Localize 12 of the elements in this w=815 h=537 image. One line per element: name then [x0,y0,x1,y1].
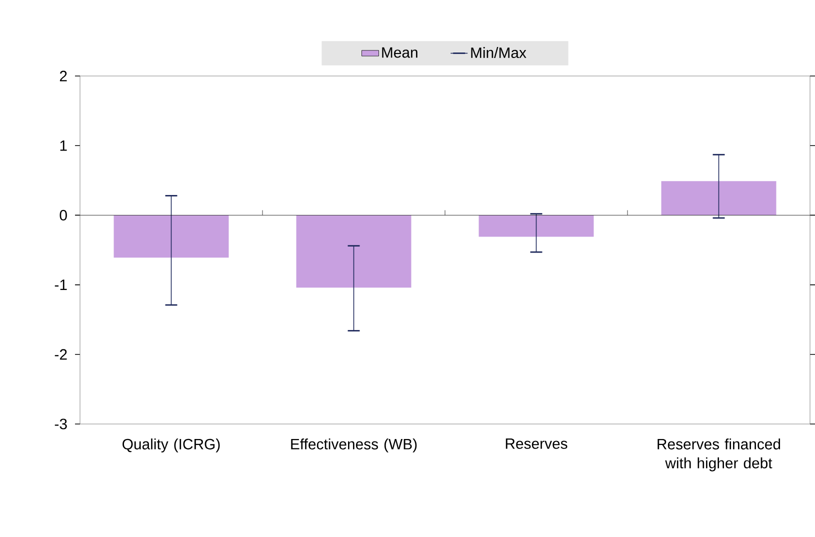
x-tick-label: Quality (ICRG) [122,438,220,452]
y-tick-label: 1 [60,140,67,151]
x-tick-label: Effectiveness (WB) [291,438,417,452]
x-tick-label: Reserves [506,438,568,449]
y-tick-label: -3 [54,418,67,430]
y-tick-label: 0 [60,210,67,220]
y-tick-label: -2 [54,349,67,360]
x-tick-label: Reserves financed with higher debt [658,438,780,472]
text: Min/Max [471,47,526,58]
y-tick-label: -1 [54,280,67,290]
y-tick-label: 2 [60,70,67,82]
legend-label: Mean [382,47,418,58]
